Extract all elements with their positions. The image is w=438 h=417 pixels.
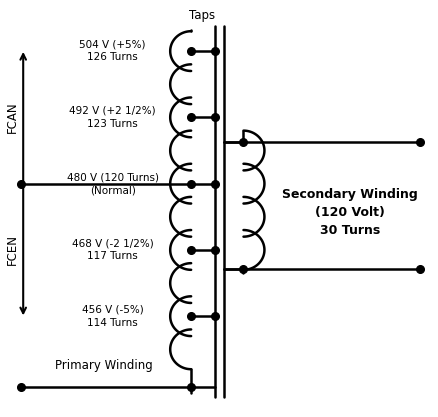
Text: Primary Winding: Primary Winding: [55, 359, 152, 372]
Text: 504 V (+5%)
126 Turns: 504 V (+5%) 126 Turns: [79, 40, 145, 63]
Text: 480 V (120 Turns)
(Normal): 480 V (120 Turns) (Normal): [67, 172, 158, 195]
Text: Taps: Taps: [188, 9, 215, 22]
Text: 492 V (+2 1/2%)
123 Turns: 492 V (+2 1/2%) 123 Turns: [69, 106, 155, 129]
Text: 456 V (-5%)
114 Turns: 456 V (-5%) 114 Turns: [81, 305, 143, 328]
Text: FCEN: FCEN: [6, 234, 19, 266]
Text: 468 V (-2 1/2%)
117 Turns: 468 V (-2 1/2%) 117 Turns: [71, 239, 153, 261]
Text: FCAN: FCAN: [6, 102, 19, 133]
Text: Secondary Winding
(120 Volt)
30 Turns: Secondary Winding (120 Volt) 30 Turns: [282, 188, 417, 237]
